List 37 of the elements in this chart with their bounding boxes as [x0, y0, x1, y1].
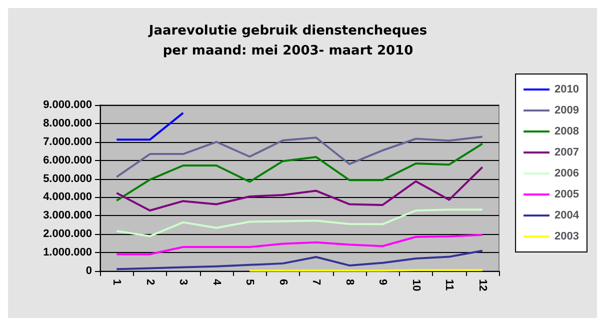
- chart-title: Jaarevolutie gebruik dienstencheques per maand: mei 2003- maart 2010: [148, 24, 428, 58]
- x-tick-label: 2: [144, 279, 156, 286]
- y-tick-label: 4.000.000: [43, 191, 92, 204]
- x-tick-label: 10: [410, 279, 422, 292]
- line-series: [116, 136, 484, 178]
- line-series: [116, 234, 484, 256]
- y-tick-label: 9.000.000: [43, 99, 92, 111]
- y-tick-label: 3.000.000: [43, 210, 92, 222]
- y-tick-label: 7.000.000: [43, 136, 92, 148]
- line-series: [116, 250, 484, 270]
- y-tick-label: 2.000.000: [43, 228, 92, 240]
- legend-label: 2003: [554, 230, 580, 242]
- y-tick-label: 8.000.000: [43, 117, 92, 130]
- legend-label: 2008: [554, 126, 580, 138]
- x-tick-label: 7: [310, 279, 322, 286]
- y-tick-label: 1.000.000: [43, 246, 92, 259]
- x-tick-label: 11: [443, 279, 456, 291]
- y-tick-label: 6.000.000: [43, 154, 92, 166]
- legend-label: 2010: [554, 84, 580, 96]
- legend-label: 2009: [554, 104, 580, 116]
- x-tick-label: 3: [177, 279, 190, 286]
- legend-label: 2006: [554, 168, 580, 180]
- x-tick-label: 1: [110, 279, 123, 286]
- y-tick-label: 5.000.000: [43, 172, 92, 185]
- legend-label: 2007: [554, 146, 580, 158]
- x-tick-label: 4: [210, 279, 222, 286]
- legend-label: 2005: [554, 188, 580, 200]
- x-tick-label: 9: [376, 279, 389, 286]
- legend-label: 2004: [554, 210, 580, 222]
- x-tick-label: 8: [343, 279, 356, 286]
- x-tick-label: 6: [276, 279, 289, 286]
- x-tick-label: 5: [244, 279, 256, 286]
- y-tick-label: 0: [86, 265, 92, 277]
- x-tick-label: 12: [476, 279, 488, 292]
- line-series: [116, 208, 484, 238]
- line-series: [116, 166, 484, 212]
- line-series: [116, 142, 484, 202]
